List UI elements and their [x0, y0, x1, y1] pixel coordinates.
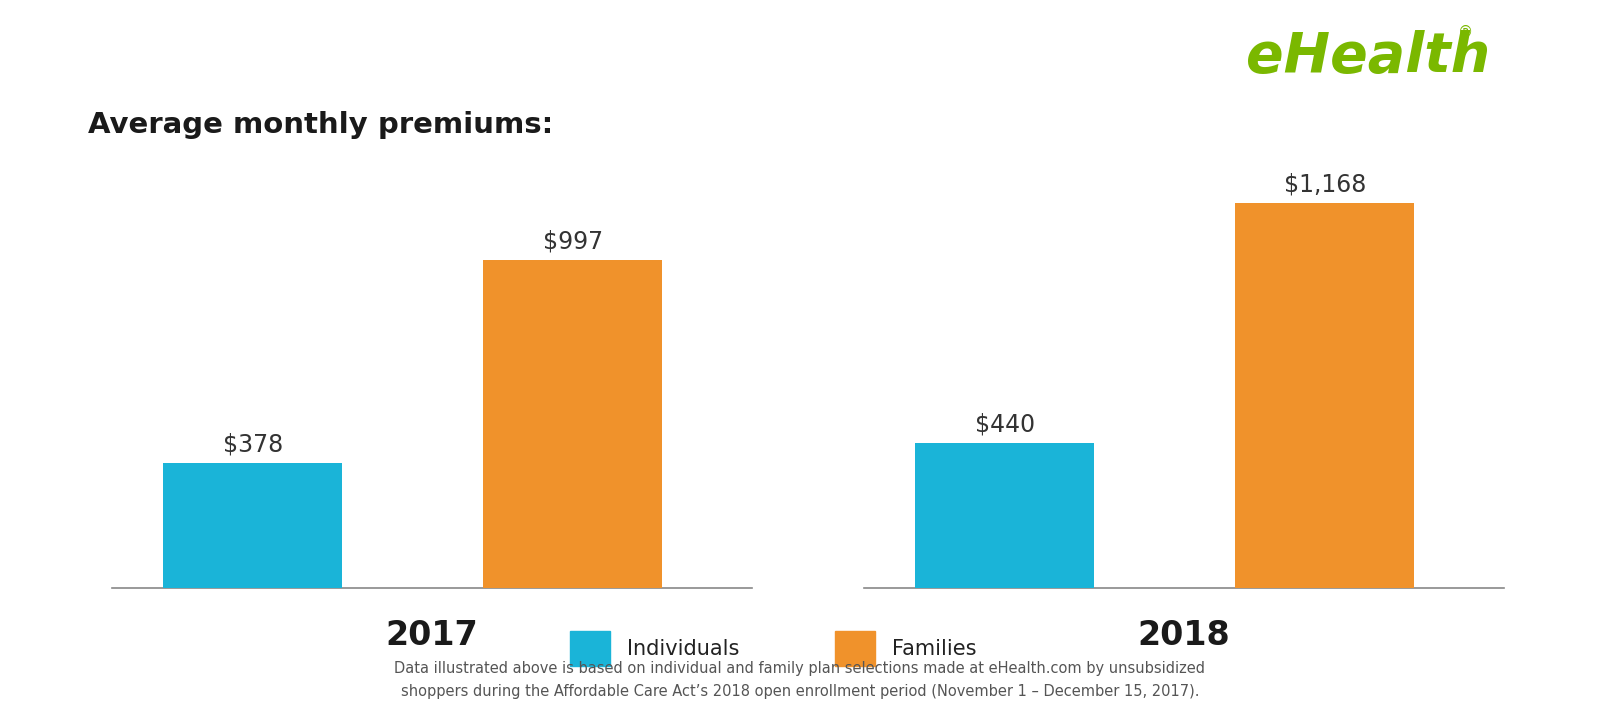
Text: Individuals: Individuals: [627, 639, 739, 659]
Text: Families: Families: [893, 639, 976, 659]
Text: $378: $378: [222, 433, 283, 457]
Text: 2017: 2017: [386, 619, 478, 652]
Bar: [163, 463, 342, 588]
Bar: [570, 632, 610, 667]
Text: ®: ®: [1458, 25, 1474, 39]
Text: 2018: 2018: [1138, 619, 1230, 652]
Text: $1,168: $1,168: [1283, 173, 1366, 196]
Bar: [1235, 204, 1414, 588]
Text: INDIVIDUAL & FAMILY PREMIUMS: INDIVIDUAL & FAMILY PREMIUMS: [109, 60, 456, 80]
Bar: [915, 443, 1094, 588]
Bar: [483, 260, 662, 588]
Text: Data illustrated above is based on individual and family plan selections made at: Data illustrated above is based on indiv…: [395, 660, 1205, 699]
Text: $997: $997: [542, 229, 603, 253]
Bar: [835, 632, 875, 667]
Text: $440: $440: [974, 412, 1035, 437]
Text: Average monthly premiums:: Average monthly premiums:: [88, 111, 554, 139]
Text: eHealth: eHealth: [1246, 30, 1490, 85]
